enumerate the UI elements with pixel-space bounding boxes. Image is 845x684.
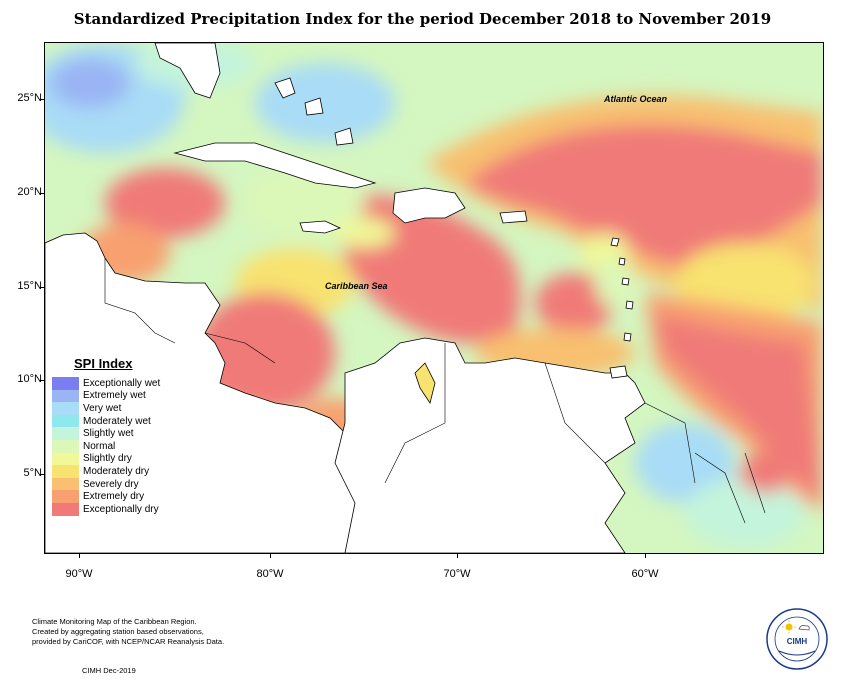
legend-label: Extremely dry	[83, 491, 145, 503]
legend-item: Exceptionally dry	[52, 502, 160, 516]
lat-tick	[40, 193, 44, 194]
legend-swatch	[52, 452, 79, 466]
lat-tick	[40, 380, 44, 381]
legend-items: Exceptionally wet Extremely wet Very wet Mo…	[52, 377, 160, 516]
land-masses	[45, 43, 646, 553]
legend-label: Moderately wet	[83, 415, 151, 427]
legend-swatch	[52, 439, 79, 453]
legend-label: Slightly dry	[83, 453, 132, 465]
map-canvas	[45, 43, 823, 553]
country-borders	[104, 258, 766, 524]
map-title: Standardized Precipitation Index for the…	[73, 10, 772, 28]
caribbean-sea-label: Caribbean Sea	[325, 281, 388, 291]
lat-label-20n: 20°N	[17, 186, 42, 198]
lat-tick	[40, 287, 44, 288]
legend-label: Severely dry	[83, 478, 139, 490]
lon-label-80w: 80°W	[256, 568, 284, 580]
spi-legend: SPI Index Exceptionally wet Extremely wet…	[52, 356, 160, 516]
legend-item: Slightly dry	[52, 452, 160, 466]
legend-swatch	[52, 414, 79, 428]
lat-tick	[40, 474, 44, 475]
lat-tick	[40, 99, 44, 100]
credits-line-1: Climate Monitoring Map of the Caribbean …	[32, 617, 197, 626]
legend-swatch	[52, 427, 79, 440]
legend-swatch	[52, 377, 79, 390]
legend-swatch	[52, 477, 79, 491]
legend-label: Slightly wet	[83, 428, 134, 440]
legend-item: Extremely wet	[52, 389, 160, 403]
legend-swatch	[52, 490, 79, 503]
legend-swatch	[52, 389, 79, 403]
legend-item: Exceptionally wet	[52, 377, 160, 390]
credits-date: CIMH Dec-2019	[82, 666, 136, 675]
legend-item: Normal	[52, 439, 160, 453]
legend-title: SPI Index	[74, 356, 133, 371]
legend-item: Moderately dry	[52, 465, 160, 478]
lon-tick	[79, 553, 80, 558]
lat-label-25n: 25°N	[17, 92, 42, 104]
legend-item: Very wet	[52, 402, 160, 415]
lon-label-60w: 60°W	[631, 568, 659, 580]
legend-label: Exceptionally wet	[83, 377, 161, 389]
legend-label: Exceptionally dry	[83, 503, 159, 515]
cloud-icon	[798, 625, 810, 631]
lat-label-15n: 15°N	[17, 280, 42, 292]
legend-swatch	[52, 502, 79, 516]
credits-line-2: Created by aggregating station based obs…	[32, 627, 204, 636]
legend-label: Moderately dry	[83, 465, 150, 477]
atlantic-ocean-label: Atlantic Ocean	[604, 94, 668, 104]
lon-tick	[457, 553, 458, 558]
legend-label: Extremely wet	[83, 390, 146, 402]
credits-line-3: provided by CariCOF, with NCEP/NCAR Rean…	[32, 637, 225, 646]
legend-swatch	[52, 465, 79, 478]
cimh-logo-icon: CIMH	[766, 608, 828, 670]
lon-tick	[270, 553, 271, 558]
sun-icon	[785, 623, 793, 631]
logo-text: CIMH	[787, 637, 808, 646]
spi-map	[44, 42, 824, 554]
lat-label-10n: 10°N	[17, 373, 42, 385]
legend-label: Normal	[83, 440, 116, 452]
lon-label-90w: 90°W	[65, 568, 93, 580]
cimh-logo: CIMH	[765, 607, 829, 671]
legend-swatch	[52, 402, 79, 415]
legend-label: Very wet	[83, 402, 122, 414]
credits-text: Climate Monitoring Map of the Caribbean …	[32, 617, 224, 647]
legend-item: Extremely dry	[52, 490, 160, 503]
lon-label-70w: 70°W	[443, 568, 471, 580]
legend-item: Severely dry	[52, 477, 160, 491]
lat-label-5n: 5°N	[23, 467, 42, 479]
legend-item: Slightly wet	[52, 427, 160, 440]
lon-tick	[645, 553, 646, 558]
legend-item: Moderately wet	[52, 414, 160, 428]
